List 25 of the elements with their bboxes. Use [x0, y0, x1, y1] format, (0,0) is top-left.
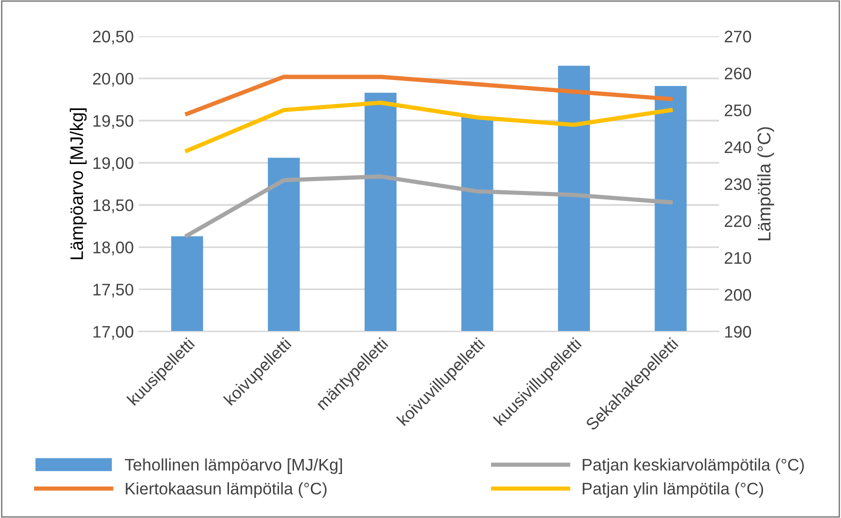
y-tick-label: 20,00 — [93, 72, 134, 87]
y-tick-label: 19,00 — [93, 157, 134, 171]
y-tick-label: 20,50 — [93, 30, 134, 44]
line-series — [185, 74, 673, 116]
y2-tick-label: 190 — [725, 326, 752, 338]
y2-axis-title: Lämpötila (°C) — [757, 127, 774, 240]
legend-label: Tehollinen lämpöarvo [MJ/Kg] — [124, 458, 342, 474]
line-series — [185, 100, 673, 153]
y-tick-label: 19,50 — [93, 115, 134, 129]
y2-tick-label: 200 — [724, 289, 752, 301]
y2-tick-label: 210 — [724, 252, 752, 264]
y-axis-title: Lämpöarvo [MJ/kg] — [70, 108, 87, 260]
y2-tick-label: 230 — [724, 178, 752, 190]
y2-tick-label: 270 — [724, 30, 752, 42]
y2-tick-label: 240 — [724, 141, 752, 154]
line-series — [185, 174, 673, 238]
y2-tick-label: 250 — [724, 104, 752, 116]
legend-label: Patjan keskiarvolämpötila (°C) — [582, 458, 804, 474]
y2-tick-label: 260 — [724, 68, 752, 80]
legend-label: Patjan ylin lämpötila (°C) — [582, 482, 764, 498]
legend-label: Kiertokaasun lämpötila (°C) — [126, 482, 327, 498]
y2-tick-label: 220 — [724, 215, 752, 227]
y-tick-label: 17,50 — [93, 284, 134, 298]
y-tick-label: 18,50 — [93, 199, 134, 214]
y-tick-label: 18,00 — [93, 242, 134, 256]
